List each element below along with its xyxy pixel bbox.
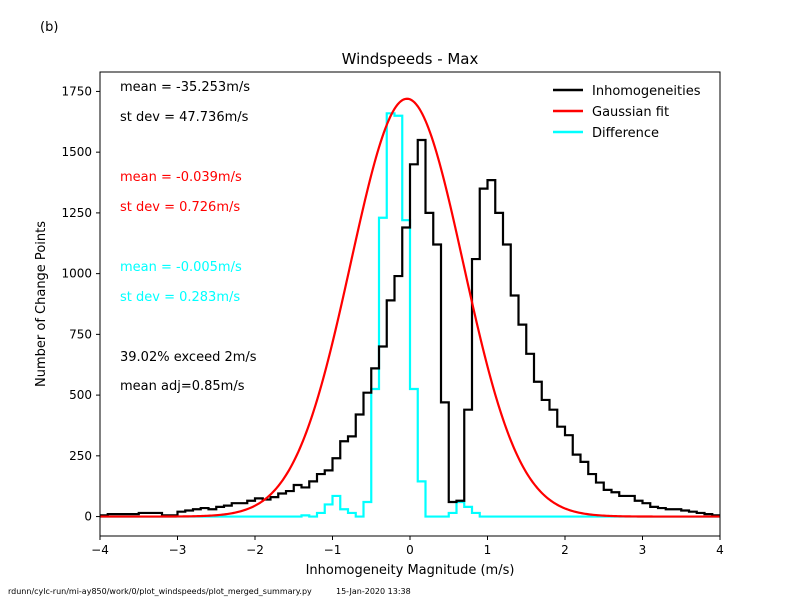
- footer-path: rdunn/cylc-run/mi-ay850/work/0/plot_wind…: [8, 587, 312, 596]
- y-tick-label: 750: [69, 327, 92, 341]
- series-gaussian-fit: [100, 97, 720, 518]
- y-tick-label: 500: [69, 388, 92, 402]
- y-tick-label: 250: [69, 449, 92, 463]
- legend-label: Difference: [592, 126, 659, 141]
- x-tick-label: −3: [169, 543, 187, 557]
- stats-annotations: mean = -35.253m/s st dev = 47.736m/s mea…: [120, 80, 257, 394]
- stat-exceed: 39.02% exceed 2m/s: [120, 350, 257, 365]
- x-tick-label: −2: [246, 543, 264, 557]
- stat-mean-black: mean = -35.253m/s: [120, 80, 250, 95]
- x-tick-label: 4: [716, 543, 724, 557]
- stat-std-red: st dev = 0.726m/s: [120, 200, 240, 215]
- legend-label: Inhomogeneities: [592, 84, 701, 99]
- stat-mean-adj: mean adj=0.85m/s: [120, 379, 245, 394]
- footer-timestamp: 15-Jan-2020 13:38: [336, 587, 411, 596]
- y-tick-label: 1000: [61, 267, 92, 281]
- y-tick-label: 1250: [61, 206, 92, 220]
- legend-label: Gaussian fit: [592, 105, 669, 120]
- x-tick-label: 3: [639, 543, 647, 557]
- y-tick-label: 0: [84, 510, 92, 524]
- chart-title: Windspeeds - Max: [342, 50, 479, 68]
- x-tick-label: −1: [324, 543, 342, 557]
- y-axis-label: Number of Change Points: [34, 221, 49, 387]
- stat-std-black: st dev = 47.736m/s: [120, 110, 249, 125]
- stat-std-cyan: st dev = 0.283m/s: [120, 290, 240, 305]
- x-tick-label: 1: [484, 543, 492, 557]
- plot-area: [100, 97, 720, 518]
- x-axis-label: Inhomogeneity Magnitude (m/s): [306, 563, 515, 578]
- panel-label: (b): [40, 20, 58, 35]
- x-tick-label: 0: [406, 543, 414, 557]
- y-tick-label: 1750: [61, 84, 92, 98]
- stat-mean-cyan: mean = -0.005m/s: [120, 260, 242, 275]
- x-tick-label: −4: [91, 543, 109, 557]
- series-inhomogeneities: [100, 138, 720, 517]
- series-difference: [100, 112, 720, 518]
- stat-mean-red: mean = -0.039m/s: [120, 170, 242, 185]
- x-tick-label: 2: [561, 543, 569, 557]
- y-tick-label: 1500: [61, 145, 92, 159]
- legend: Inhomogeneities Gaussian fit Difference: [553, 84, 701, 141]
- y-axis: 0 250 500 750 1000 1250 1500 1750: [61, 84, 100, 524]
- x-axis: −4 −3 −2 −1 0 1 2 3 4: [91, 536, 724, 557]
